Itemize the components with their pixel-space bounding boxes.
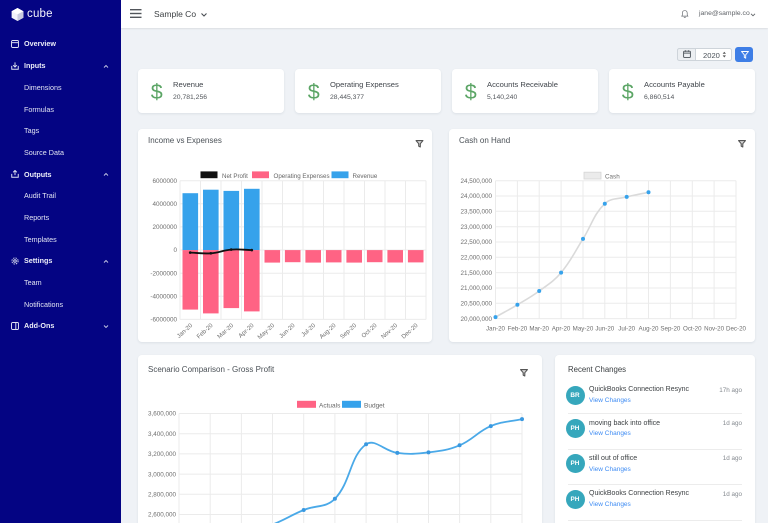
svg-text:Cash on Hand: Cash on Hand [459,136,510,145]
svg-text:Budget: Budget [364,403,385,410]
svg-text:Aug-20: Aug-20 [639,325,660,332]
svg-text:21,500,000: 21,500,000 [460,269,492,276]
svg-text:22,500,000: 22,500,000 [460,239,492,246]
svg-text:Jul-20: Jul-20 [300,321,317,338]
svg-text:Scenario Comparison - Gross Pr: Scenario Comparison - Gross Profit [148,365,275,374]
svg-text:Jan-20: Jan-20 [176,321,195,339]
svg-text:-6000000: -6000000 [150,316,177,323]
svg-text:Actuals: Actuals [319,403,341,410]
svg-text:3,200,000: 3,200,000 [148,451,177,458]
svg-text:Cash: Cash [605,173,620,180]
svg-text:Oct-20: Oct-20 [360,321,379,339]
svg-text:Jun-20: Jun-20 [278,321,297,339]
svg-text:Apr-20: Apr-20 [552,325,571,332]
svg-text:Operating Expenses: Operating Expenses [274,173,330,180]
svg-text:21,000,000: 21,000,000 [460,285,492,292]
svg-text:-2000000: -2000000 [150,270,177,277]
svg-text:6000000: 6000000 [152,177,177,184]
svg-text:3,000,000: 3,000,000 [148,471,177,478]
svg-text:-4000000: -4000000 [150,293,177,300]
svg-text:Mar-20: Mar-20 [529,325,549,332]
svg-text:Jun-20: Jun-20 [595,325,614,332]
svg-text:Mar-20: Mar-20 [216,321,235,340]
svg-text:23,000,000: 23,000,000 [460,223,492,230]
svg-text:20,500,000: 20,500,000 [460,300,492,307]
svg-text:Feb-20: Feb-20 [196,321,215,340]
svg-text:Nov-20: Nov-20 [380,321,400,340]
svg-text:Oct-20: Oct-20 [683,325,702,332]
svg-text:2,800,000: 2,800,000 [148,492,177,499]
svg-text:Aug-20: Aug-20 [318,321,338,340]
svg-text:Jul-20: Jul-20 [618,325,635,332]
svg-text:24,500,000: 24,500,000 [460,177,492,184]
svg-text:0: 0 [173,247,177,254]
svg-text:Income vs Expenses: Income vs Expenses [148,136,222,145]
svg-text:Feb-20: Feb-20 [508,325,528,332]
svg-text:3,400,000: 3,400,000 [148,431,177,438]
svg-text:May-20: May-20 [256,321,276,340]
svg-text:Sep-20: Sep-20 [660,325,681,332]
svg-text:3,600,000: 3,600,000 [148,411,177,418]
svg-text:Dec-20: Dec-20 [400,321,420,340]
svg-text:May-20: May-20 [573,325,594,332]
svg-text:24,000,000: 24,000,000 [460,193,492,200]
svg-text:20,000,000: 20,000,000 [460,315,492,322]
svg-text:23,500,000: 23,500,000 [460,208,492,215]
svg-text:Nov-20: Nov-20 [704,325,725,332]
svg-text:Net Profit: Net Profit [222,173,248,180]
svg-text:4000000: 4000000 [152,201,177,208]
svg-text:Apr-20: Apr-20 [237,321,256,339]
svg-text:Revenue: Revenue [353,173,378,180]
svg-text:2000000: 2000000 [152,224,177,231]
svg-text:2,600,000: 2,600,000 [148,512,177,519]
svg-text:22,000,000: 22,000,000 [460,254,492,261]
svg-text:Sep-20: Sep-20 [339,321,359,340]
svg-text:Dec-20: Dec-20 [726,325,747,332]
svg-text:Jan-20: Jan-20 [486,325,505,332]
